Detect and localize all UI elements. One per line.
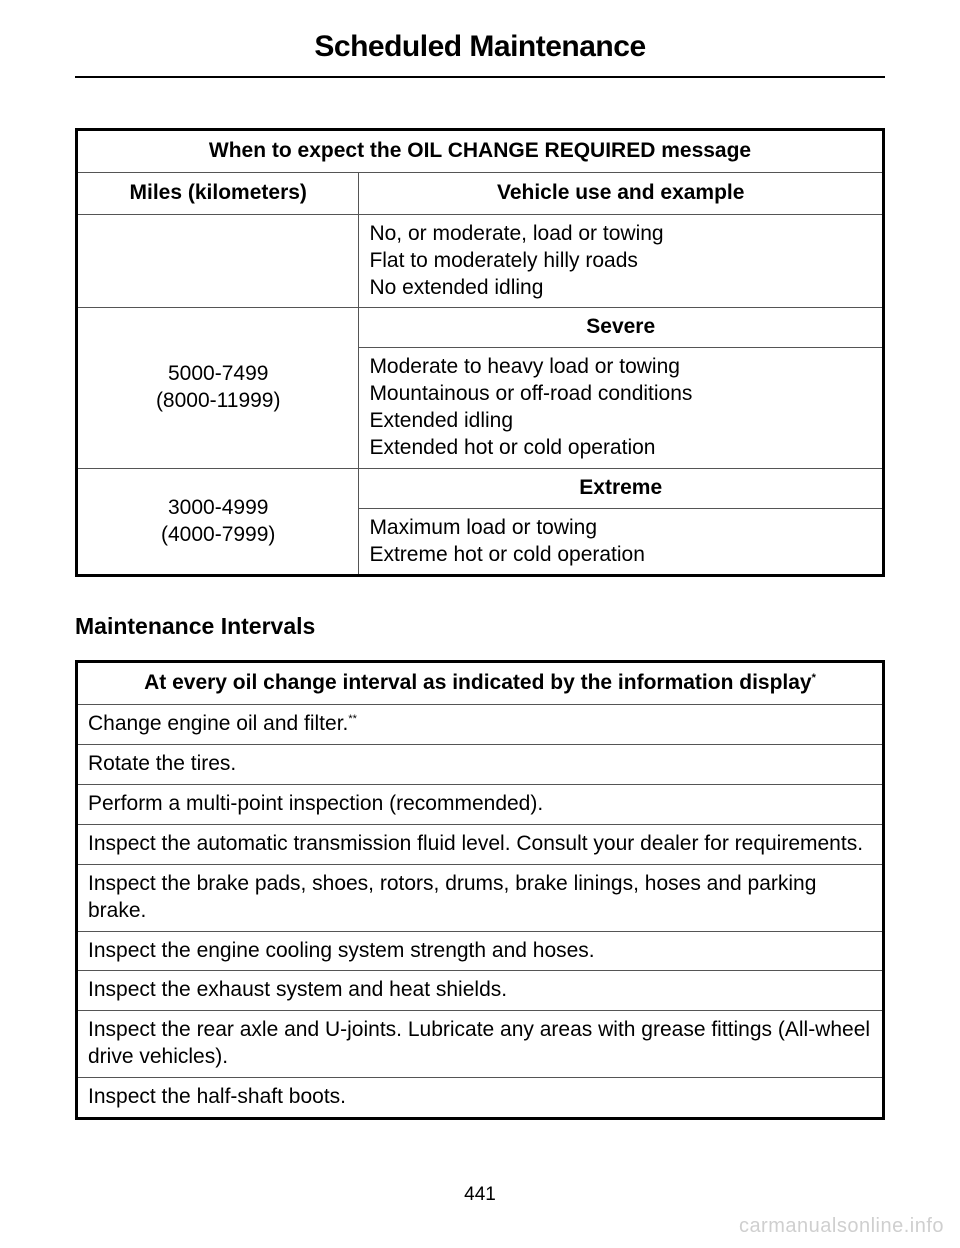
desc-cell-0: No, or moderate, load or towingFlat to m… bbox=[359, 214, 884, 308]
miles-cell-1: 5000-7499(8000-11999) bbox=[77, 308, 359, 468]
oil-change-table: When to expect the OIL CHANGE REQUIRED m… bbox=[75, 128, 885, 577]
miles-cell-2: 3000-4999(4000-7999) bbox=[77, 468, 359, 576]
table2-title: At every oil change interval as indicate… bbox=[77, 662, 884, 705]
table-row: Inspect the brake pads, shoes, rotors, d… bbox=[77, 864, 884, 931]
maintenance-intervals-table: At every oil change interval as indicate… bbox=[75, 660, 885, 1120]
table2-title-text: At every oil change interval as indicate… bbox=[144, 671, 812, 694]
table2-title-sup: * bbox=[812, 672, 816, 684]
table-row: Inspect the automatic transmission fluid… bbox=[77, 824, 884, 864]
desc-cell-1: Moderate to heavy load or towingMountain… bbox=[359, 348, 884, 469]
table-row: Change engine oil and filter.** bbox=[77, 705, 884, 745]
table-row: Inspect the half-shaft boots. bbox=[77, 1078, 884, 1119]
col-header-miles: Miles (kilometers) bbox=[77, 172, 359, 214]
table-row: Inspect the rear axle and U-joints. Lubr… bbox=[77, 1011, 884, 1078]
extreme-header: Extreme bbox=[359, 468, 884, 508]
row-text: Change engine oil and filter. bbox=[88, 712, 348, 735]
severe-header: Severe bbox=[359, 308, 884, 348]
title-divider bbox=[75, 76, 885, 78]
table1-title: When to expect the OIL CHANGE REQUIRED m… bbox=[77, 130, 884, 173]
table-row: Inspect the engine cooling system streng… bbox=[77, 931, 884, 971]
maintenance-intervals-heading: Maintenance Intervals bbox=[75, 613, 885, 640]
col-header-vehicle-use: Vehicle use and example bbox=[359, 172, 884, 214]
table-row: Rotate the tires. bbox=[77, 745, 884, 785]
page-title: Scheduled Maintenance bbox=[75, 30, 885, 64]
table-row: Inspect the exhaust system and heat shie… bbox=[77, 971, 884, 1011]
miles-cell-0 bbox=[77, 214, 359, 308]
table-row: Perform a multi-point inspection (recomm… bbox=[77, 785, 884, 825]
watermark: carmanualsonline.info bbox=[739, 1215, 944, 1238]
desc-cell-2: Maximum load or towingExtreme hot or col… bbox=[359, 508, 884, 576]
row-sup: ** bbox=[348, 713, 357, 725]
page-number: 441 bbox=[0, 1184, 960, 1206]
